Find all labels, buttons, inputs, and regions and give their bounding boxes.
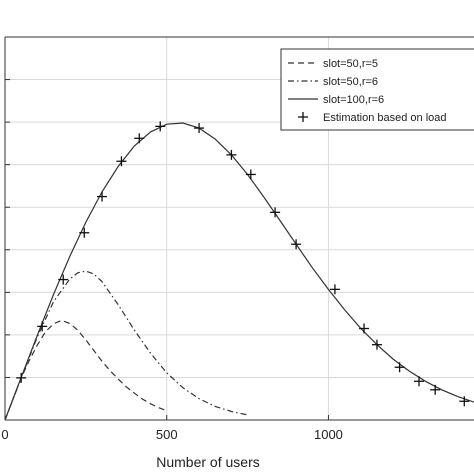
estimation-marker <box>116 156 127 167</box>
estimation-marker <box>291 239 302 250</box>
x-axis-label: Number of users <box>156 454 259 470</box>
estimation-marker <box>430 384 441 395</box>
estimation-marker <box>97 191 108 202</box>
estimation-marker <box>394 362 405 373</box>
estimation-marker <box>245 169 256 180</box>
estimation-marker <box>16 372 27 383</box>
estimation-marker <box>359 323 370 334</box>
series-line-dashed <box>4 319 167 421</box>
x-tick-label: 0 <box>1 427 8 442</box>
estimation-marker <box>37 321 48 332</box>
axes <box>4 36 474 421</box>
legend-swatch-plus-marker <box>298 112 308 122</box>
estimation-marker <box>329 284 340 295</box>
estimation-marker <box>134 133 145 144</box>
estimation-marker <box>371 339 382 350</box>
estimation-marker <box>459 396 470 407</box>
x-tick-label: 1000 <box>314 427 343 442</box>
legend-label: slot=100,r=6 <box>323 94 384 106</box>
series-layer <box>4 121 474 421</box>
estimation-marker <box>414 376 425 387</box>
legend-label: Estimation based on load <box>323 112 447 124</box>
series-line-solid <box>4 122 474 421</box>
legend-label: slot=50,r=5 <box>323 58 378 70</box>
estimation-marker <box>194 123 205 134</box>
estimation-marker <box>270 207 281 218</box>
legend: slot=50,r=5 slot=50,r=6 slot=100,r=6 Est… <box>280 48 474 131</box>
estimation-marker <box>155 121 166 132</box>
legend-label: slot=50,r=6 <box>323 76 378 88</box>
x-tick-labels: 0 500 1000 <box>1 427 343 442</box>
x-tick-label: 500 <box>156 427 178 442</box>
estimation-marker <box>79 227 90 238</box>
estimation-marker <box>58 274 69 285</box>
estimation-marker <box>226 149 237 160</box>
series-line-dashdot <box>4 270 248 421</box>
